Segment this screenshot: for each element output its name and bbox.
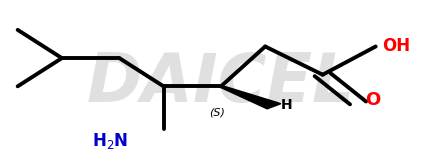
Text: H$_2$N: H$_2$N <box>92 131 128 151</box>
Text: H: H <box>281 98 292 112</box>
Polygon shape <box>219 86 281 109</box>
Text: (S): (S) <box>209 108 225 118</box>
Text: DAICEL: DAICEL <box>87 50 355 116</box>
Text: OH: OH <box>382 38 411 55</box>
Text: O: O <box>365 91 380 109</box>
